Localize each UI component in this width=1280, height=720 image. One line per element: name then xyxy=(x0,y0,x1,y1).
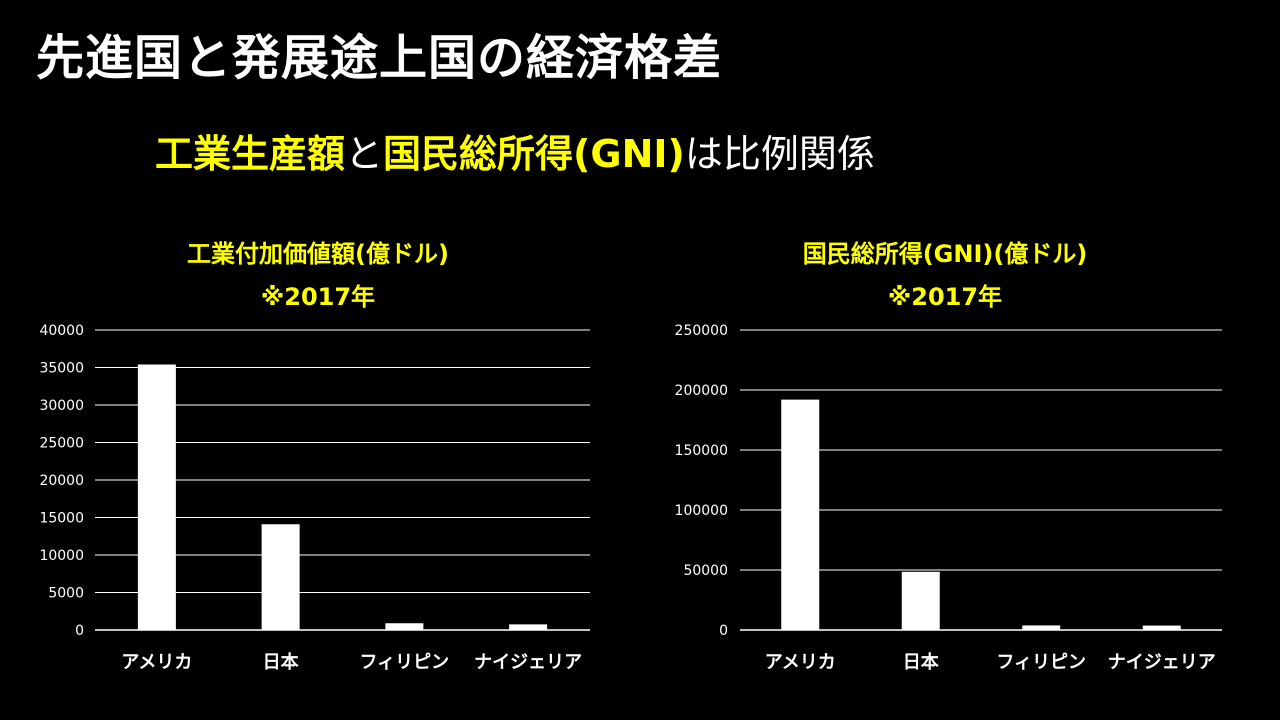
slide-subtitle: 工業生産額と国民総所得(GNI)は比例関係 xyxy=(155,126,875,182)
x-category-label: アメリカ xyxy=(121,652,192,673)
x-category-label: ナイジェリア xyxy=(1108,652,1216,673)
slide-title: 先進国と発展途上国の経済格差 xyxy=(36,30,723,86)
y-tick-label: 0 xyxy=(719,623,728,639)
y-tick-label: 25000 xyxy=(39,436,84,452)
industrial-value-chart: 工業付加価値額(億ドル) ※2017年 0 5000 10000 15000 20000 25… xyxy=(39,240,590,673)
bar xyxy=(509,624,548,630)
bar xyxy=(1022,625,1061,630)
subtitle-conjunction: と xyxy=(345,132,384,176)
y-tick-label: 15000 xyxy=(39,511,84,527)
x-category-label: 日本 xyxy=(263,651,299,673)
chart-year-note: ※2017年 xyxy=(261,283,375,311)
y-tick-label: 50000 xyxy=(683,563,728,579)
x-category-label: フィリピン xyxy=(360,652,450,673)
y-tick-label: 5000 xyxy=(48,586,84,602)
subtitle-gni: 国民総所得(GNI) xyxy=(383,132,685,176)
chart-year-note: ※2017年 xyxy=(888,283,1002,311)
y-tick-label: 35000 xyxy=(39,361,84,377)
chart-title: 国民総所得(GNI)(億ドル) xyxy=(803,240,1088,268)
gni-chart: 国民総所得(GNI)(億ドル) ※2017年 0 50000 100000 150000 2… xyxy=(675,240,1222,673)
x-category-label: フィリピン xyxy=(996,652,1086,673)
y-tick-label: 20000 xyxy=(39,473,84,489)
x-category-label: アメリカ xyxy=(765,652,836,673)
x-category-label: ナイジェリア xyxy=(474,652,582,673)
subtitle-relation: は比例関係 xyxy=(684,132,875,176)
y-tick-label: 200000 xyxy=(675,383,728,399)
y-tick-label: 10000 xyxy=(39,548,84,564)
y-tick-label: 150000 xyxy=(675,443,728,459)
y-tick-label: 30000 xyxy=(39,398,84,414)
y-tick-label: 40000 xyxy=(39,323,84,339)
chart-title: 工業付加価値額(億ドル) xyxy=(187,240,449,268)
bar xyxy=(901,571,940,630)
bar xyxy=(261,524,300,630)
bar xyxy=(781,399,820,630)
y-tick-label: 250000 xyxy=(675,323,728,339)
bar xyxy=(385,623,424,630)
bar xyxy=(137,364,176,630)
y-tick-label: 0 xyxy=(75,623,84,639)
x-category-label: 日本 xyxy=(903,651,939,673)
subtitle-industrial-output: 工業生産額 xyxy=(155,132,346,176)
bar xyxy=(1142,625,1181,630)
y-tick-label: 100000 xyxy=(675,503,728,519)
